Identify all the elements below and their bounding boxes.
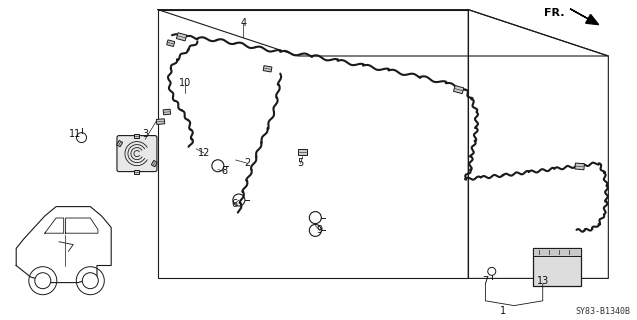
- Bar: [263, 66, 272, 72]
- Bar: [298, 149, 307, 155]
- Bar: [176, 33, 187, 41]
- Bar: [575, 163, 584, 170]
- Bar: [134, 134, 140, 138]
- Bar: [134, 170, 140, 173]
- Bar: [454, 85, 464, 94]
- Text: 2: 2: [244, 158, 250, 168]
- Bar: [533, 248, 582, 286]
- Circle shape: [82, 273, 98, 289]
- FancyBboxPatch shape: [117, 136, 157, 172]
- Bar: [163, 109, 171, 115]
- Text: 12: 12: [197, 148, 210, 158]
- FancyArrow shape: [570, 9, 599, 25]
- Circle shape: [35, 273, 51, 289]
- Text: 6: 6: [231, 199, 238, 209]
- Text: SY83-B1340B: SY83-B1340B: [576, 308, 631, 316]
- Text: 4: 4: [240, 18, 247, 28]
- Text: 5: 5: [297, 158, 304, 168]
- Text: 11: 11: [69, 129, 82, 140]
- Bar: [156, 119, 165, 124]
- Text: FR.: FR.: [543, 8, 564, 18]
- Bar: [533, 248, 582, 256]
- Bar: [152, 160, 157, 167]
- Text: 3: 3: [142, 129, 148, 140]
- Bar: [167, 40, 175, 46]
- Text: 9: 9: [317, 225, 323, 236]
- Text: 13: 13: [536, 276, 549, 286]
- Bar: [117, 140, 122, 147]
- Text: 10: 10: [178, 77, 191, 88]
- Text: 7: 7: [482, 276, 489, 286]
- Text: 1: 1: [500, 306, 506, 316]
- Text: 8: 8: [221, 166, 227, 176]
